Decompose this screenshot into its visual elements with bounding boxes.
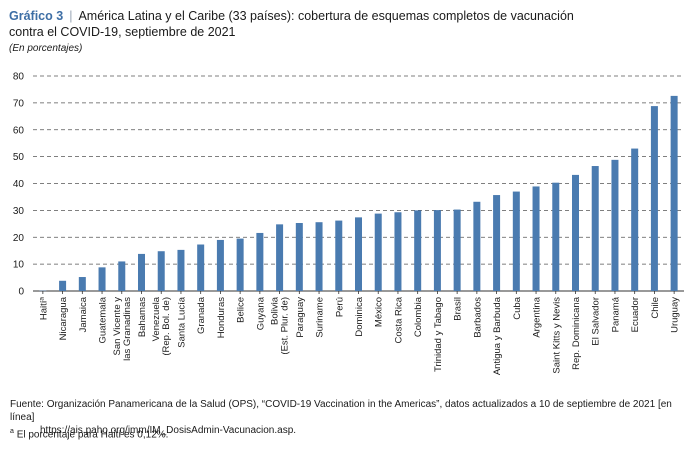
- bar: [197, 244, 205, 291]
- x-tick-label: Panamá: [610, 296, 621, 332]
- x-tick-label: Belice: [236, 297, 247, 323]
- bar: [591, 166, 599, 291]
- bar: [138, 253, 145, 291]
- bar: [59, 280, 67, 291]
- source-note: Fuente: Organización Panamericana de la …: [10, 398, 690, 437]
- bar: [631, 148, 639, 291]
- y-tick-label: 0: [18, 287, 24, 298]
- footnote-marker: a: [10, 428, 14, 435]
- x-tick-label: Guyana: [255, 296, 266, 330]
- bar: [374, 213, 382, 291]
- bar: [650, 106, 658, 291]
- title-line-1: América Latina y el Caribe (33 países): …: [78, 9, 574, 23]
- x-tick-label: Costa Rica: [393, 296, 404, 343]
- x-tick-label: Cuba: [512, 296, 523, 319]
- x-tick-label: El Salvador: [591, 297, 602, 346]
- units-label: (En porcentajes): [9, 43, 83, 54]
- x-tick-label: Saint Kitts y Nevis: [551, 297, 562, 374]
- y-tick-label: 10: [13, 260, 25, 271]
- x-tick-label: Suriname: [315, 297, 326, 338]
- bar: [315, 222, 323, 291]
- bar: [276, 224, 284, 291]
- x-tick-label: Paraguay: [295, 297, 306, 338]
- bar: [295, 223, 303, 291]
- bar: [394, 212, 402, 291]
- source-url: https://ais.paho.org/imm/IM_DosisAdmin-V…: [40, 425, 297, 436]
- bar: [611, 159, 619, 291]
- title-separator: |: [69, 9, 73, 23]
- x-tick-label: Bolivia(Est. Plur. de): [270, 296, 291, 354]
- x-tick-label: Honduras: [216, 297, 227, 338]
- x-tick-label: Jamaica: [78, 296, 89, 332]
- x-tick-label: Haitía: [38, 297, 49, 321]
- y-tick-label: 70: [13, 98, 25, 109]
- figure-label: Gráfico 3: [9, 9, 64, 23]
- x-tick-label: Dominica: [354, 296, 365, 336]
- bar: [118, 261, 126, 291]
- bar: [532, 186, 540, 291]
- bar: [572, 174, 579, 291]
- x-tick-label: Santa Lucía: [176, 296, 187, 347]
- x-tick-label: Bahamas: [137, 297, 148, 337]
- bar: [335, 220, 343, 291]
- x-tick-label: Trinidad y Tabago: [433, 297, 444, 372]
- bar: [493, 195, 501, 291]
- x-tick-label: Guatemala: [98, 296, 109, 343]
- x-tick-label: Granada: [196, 296, 207, 334]
- bar: [355, 217, 362, 291]
- x-tick-label: Brasil: [453, 297, 464, 321]
- x-tick-label: Ecuador: [630, 297, 641, 332]
- x-tick-label: Chile: [650, 297, 661, 319]
- y-tick-label: 20: [13, 233, 25, 244]
- bar: [256, 232, 264, 291]
- bar: [512, 191, 520, 291]
- bar: [552, 182, 560, 291]
- y-tick-label: 60: [13, 125, 25, 136]
- x-tick-label: Venezuela(Rep. Bol. de): [151, 296, 172, 355]
- x-tick-label: San Vicente ylas Granadinas: [112, 297, 133, 361]
- x-tick-label: Perú: [334, 297, 345, 317]
- source-text: Fuente: Organización Panamericana de la …: [10, 399, 672, 423]
- title-line-2: contra el COVID-19, septiembre de 2021: [9, 25, 236, 39]
- bar: [98, 267, 106, 291]
- bar: [670, 95, 678, 291]
- bar: [414, 210, 422, 291]
- y-tick-label: 80: [13, 72, 25, 83]
- bar: [473, 201, 481, 291]
- bar: [453, 209, 461, 291]
- footnote: a El porcentaje para Haití es 0,12%.: [10, 428, 168, 440]
- footnote-text: El porcentaje para Haití es 0,12%.: [16, 429, 169, 441]
- y-tick-label: 50: [13, 152, 25, 163]
- x-tick-label: Argentina: [532, 296, 543, 337]
- bar: [78, 277, 86, 291]
- x-tick-label: Nicaragua: [58, 296, 69, 340]
- x-tick-label: Colombia: [413, 296, 424, 337]
- chart-title: Gráfico 3 | América Latina y el Caribe (33…: [9, 8, 689, 40]
- x-tick-label: Rep. Dominicana: [571, 296, 582, 370]
- x-tick-label: Uruguay: [670, 297, 681, 333]
- bar: [157, 251, 165, 291]
- bar: [216, 239, 224, 291]
- bar-chart: 0 10 20 30 40 50 60 70 80 Haitía Nicaragua Jamaica G…: [13, 72, 684, 375]
- y-tick-label: 40: [13, 179, 25, 190]
- bar: [236, 238, 244, 291]
- bar: [177, 249, 185, 291]
- bar: [433, 210, 441, 291]
- x-tick-label: México: [374, 297, 385, 327]
- x-tick-label: Barbados: [472, 297, 483, 338]
- y-tick-label: 30: [13, 206, 25, 217]
- x-tick-label: Antigua y Barbuda: [492, 296, 503, 375]
